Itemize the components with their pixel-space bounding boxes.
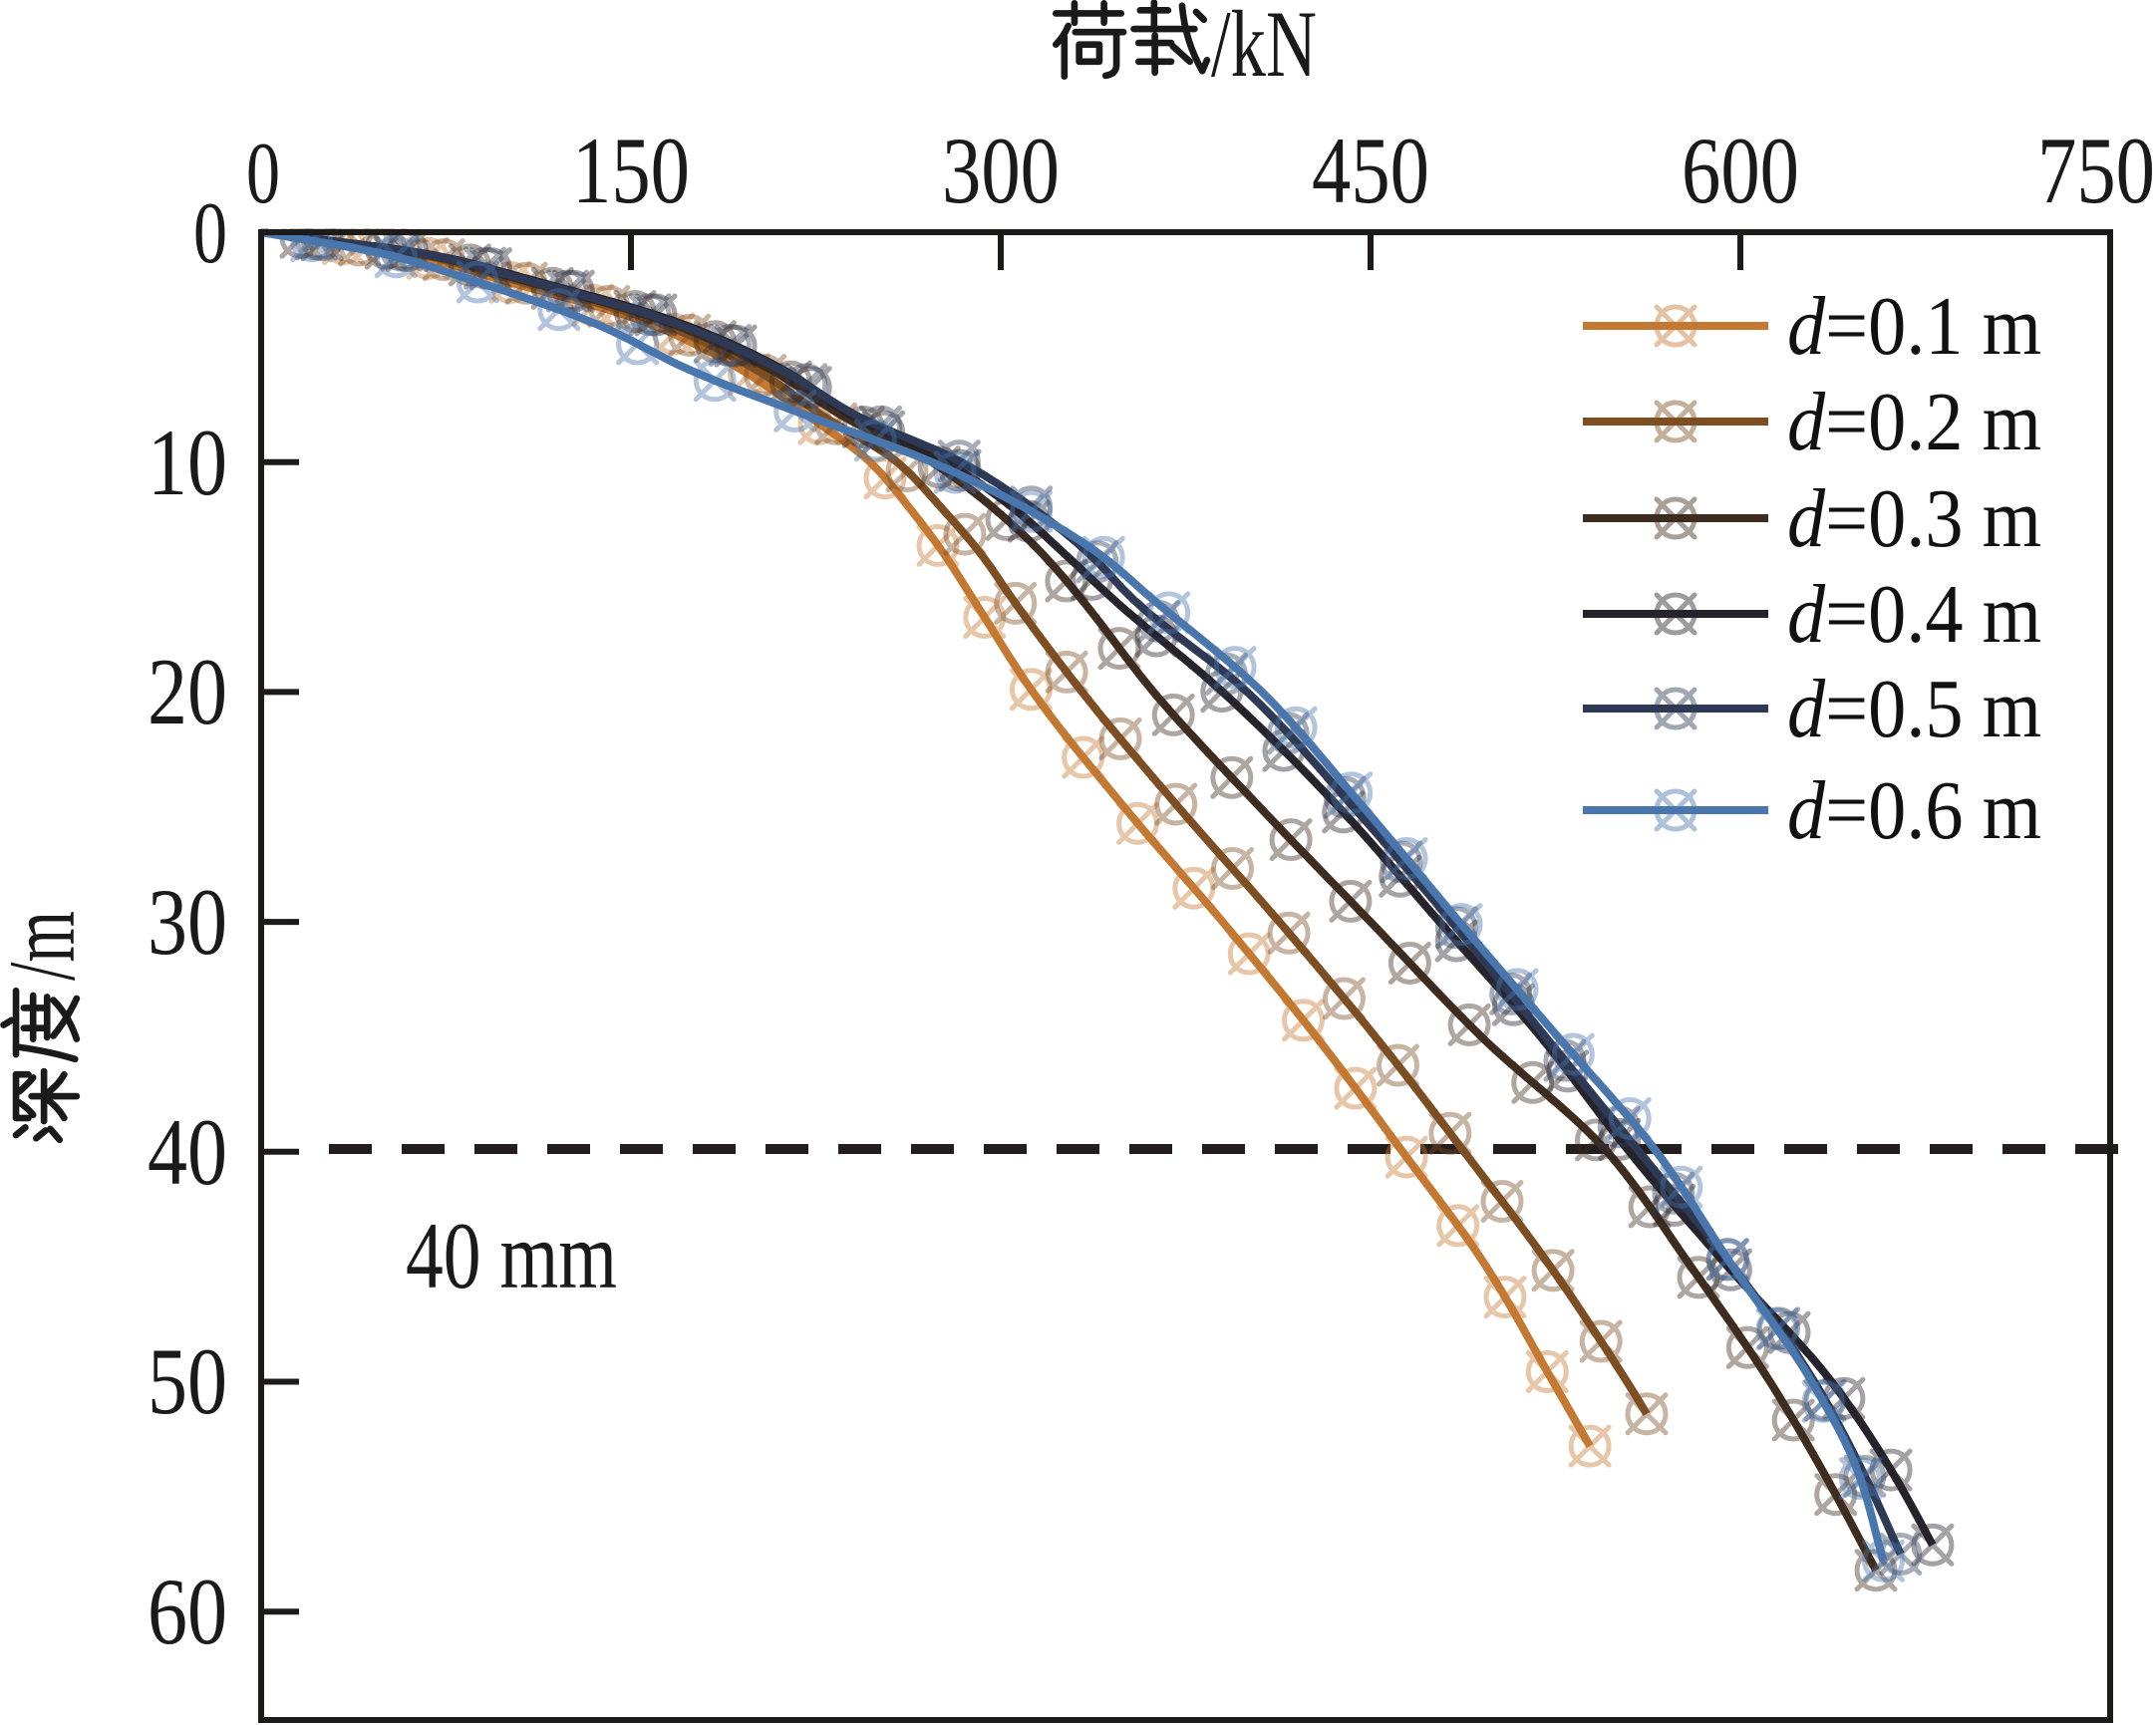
svg-text:450: 450 bbox=[1312, 118, 1429, 223]
svg-text:40 mm: 40 mm bbox=[406, 1203, 617, 1308]
svg-text:10: 10 bbox=[148, 410, 227, 515]
svg-text:150: 150 bbox=[572, 118, 690, 223]
svg-text:d=0.3 m: d=0.3 m bbox=[1787, 472, 2041, 565]
svg-text:40: 40 bbox=[148, 1099, 227, 1205]
svg-text:d=0.5 m: d=0.5 m bbox=[1787, 663, 2041, 755]
svg-text:0: 0 bbox=[193, 185, 227, 282]
svg-text:d=0.6 m: d=0.6 m bbox=[1787, 764, 2041, 857]
svg-text:60: 60 bbox=[148, 1559, 227, 1664]
svg-text:/kN: /kN bbox=[1211, 0, 1317, 97]
svg-text:50: 50 bbox=[148, 1328, 227, 1434]
svg-text:30: 30 bbox=[148, 869, 227, 975]
svg-text:/m: /m bbox=[0, 911, 95, 981]
svg-text:0: 0 bbox=[246, 126, 280, 222]
svg-text:300: 300 bbox=[942, 118, 1060, 223]
svg-text:d=0.1 m: d=0.1 m bbox=[1787, 280, 2041, 373]
svg-text:d=0.2 m: d=0.2 m bbox=[1787, 376, 2041, 468]
svg-text:750: 750 bbox=[2037, 118, 2155, 223]
svg-text:600: 600 bbox=[1682, 118, 1799, 223]
svg-text:20: 20 bbox=[148, 639, 227, 744]
svg-text:d=0.4 m: d=0.4 m bbox=[1787, 568, 2041, 661]
